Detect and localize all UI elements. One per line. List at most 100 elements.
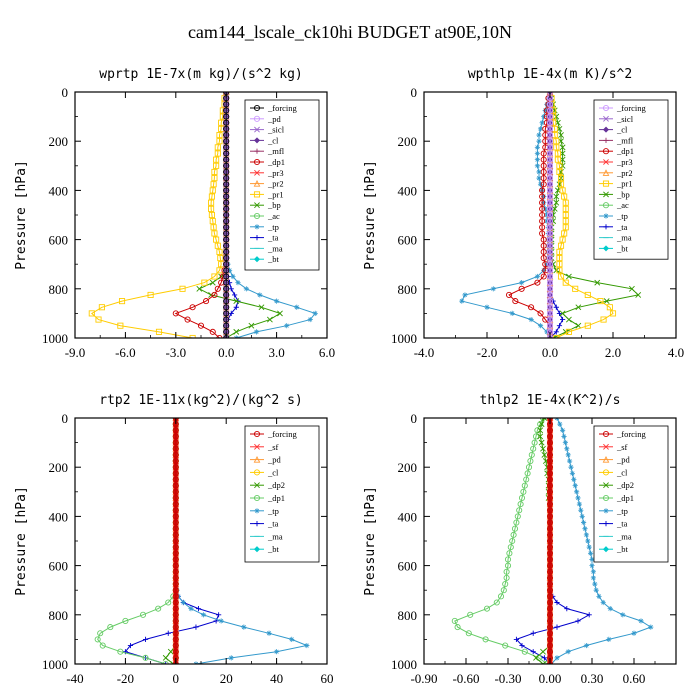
- data-point: [559, 236, 566, 243]
- x-tick-label: -6.0: [115, 345, 136, 360]
- data-point: [513, 519, 520, 526]
- legend-label: _sicl: [616, 114, 634, 124]
- legend-label: _mfl: [616, 135, 634, 145]
- data-point: [556, 323, 563, 329]
- data-point: [546, 291, 554, 299]
- data-point: [179, 285, 186, 292]
- data-point: [585, 538, 591, 544]
- legend: _forcing_sicl_cl_mfl_dp1_pr3_pr2_pr1_bp_…: [593, 99, 669, 260]
- legend-marker: [253, 546, 261, 553]
- legend-item: _ta: [250, 233, 279, 243]
- legend-marker: [254, 235, 260, 241]
- data-point: [537, 181, 544, 187]
- data-point: [628, 285, 635, 292]
- legend-item: _dp1: [599, 493, 634, 503]
- y-tick-label: 1000: [42, 331, 68, 346]
- y-tick-label: 400: [49, 183, 69, 198]
- data-point: [556, 168, 563, 176]
- legend-item: _forcing: [250, 103, 298, 113]
- data-point: [253, 329, 260, 335]
- data-point: [571, 476, 577, 483]
- data-point: [559, 162, 566, 169]
- data-point: [518, 494, 526, 502]
- data-point: [565, 649, 571, 655]
- data-point: [223, 242, 230, 249]
- data-point: [184, 316, 191, 323]
- data-point: [540, 273, 547, 280]
- data-point: [553, 193, 560, 200]
- y-tick-label: 200: [49, 460, 69, 475]
- data-point: [544, 212, 550, 218]
- data-point: [541, 451, 548, 458]
- data-point: [546, 168, 554, 175]
- x-tick-label: 60: [321, 671, 334, 686]
- data-point: [163, 661, 169, 664]
- data-point: [165, 630, 171, 636]
- data-point: [274, 298, 280, 304]
- data-point: [521, 482, 528, 489]
- legend-marker: [253, 494, 261, 502]
- data-point: [541, 267, 547, 273]
- data-point: [564, 446, 570, 452]
- data-point: [546, 242, 554, 249]
- data-point: [208, 205, 215, 212]
- series-line: [90, 92, 227, 338]
- data-point: [635, 292, 642, 298]
- data-point: [519, 642, 525, 649]
- legend-marker: [603, 521, 609, 527]
- data-point: [565, 452, 571, 458]
- data-point: [561, 433, 567, 440]
- legend-label: _bt: [616, 544, 629, 554]
- legend-item: _bt: [599, 243, 629, 253]
- data-point: [546, 144, 554, 151]
- series-dp1: [172, 92, 230, 338]
- data-point: [530, 630, 536, 636]
- y-axis-label: Pressure [hPa]: [363, 486, 378, 596]
- data-point: [546, 113, 554, 120]
- data-point: [223, 230, 230, 237]
- legend-item: _sf: [250, 442, 279, 452]
- legend-label: _ma: [267, 243, 283, 253]
- data-point: [603, 298, 610, 305]
- legend-item: _tp: [599, 211, 628, 221]
- data-point: [546, 175, 554, 182]
- data-point: [542, 206, 548, 212]
- figure-title: cam144_lscale_ck10hi BUDGET at90E,10N: [188, 22, 512, 42]
- data-point: [213, 236, 220, 243]
- data-point: [274, 649, 280, 655]
- data-point: [648, 624, 654, 630]
- legend-marker: [602, 180, 610, 187]
- legend-label: _pr2: [267, 179, 284, 189]
- data-point: [546, 261, 554, 268]
- data-point: [214, 144, 221, 151]
- data-point: [228, 310, 234, 316]
- data-point: [562, 199, 569, 206]
- legend-label: _cl: [267, 135, 279, 145]
- data-point: [127, 642, 134, 649]
- data-point: [559, 310, 566, 317]
- data-point: [289, 636, 295, 642]
- legend-item: _pd: [250, 455, 282, 465]
- data-point: [218, 618, 224, 624]
- data-point: [209, 328, 216, 335]
- legend-marker: [602, 104, 610, 112]
- data-point: [484, 304, 490, 310]
- data-point: [631, 630, 637, 636]
- data-point: [534, 273, 540, 280]
- data-point: [540, 156, 547, 163]
- data-point: [546, 254, 554, 262]
- panels: wprtp 1E-7x(m kg)/(s^2 kg) Pressure [hPa]…: [14, 67, 684, 686]
- data-point: [538, 421, 545, 428]
- y-tick-label: 600: [49, 559, 69, 574]
- y-tick-label: 400: [398, 183, 418, 198]
- legend-item: _mfl: [250, 146, 285, 156]
- data-point: [546, 156, 554, 163]
- legend-label: _forcing: [616, 103, 647, 113]
- x-tick-label: -0.30: [494, 671, 521, 686]
- data-point: [142, 654, 149, 661]
- data-point: [223, 138, 230, 145]
- data-point: [223, 175, 230, 182]
- data-point: [574, 489, 580, 495]
- data-point: [483, 605, 491, 612]
- legend-marker: [254, 482, 260, 489]
